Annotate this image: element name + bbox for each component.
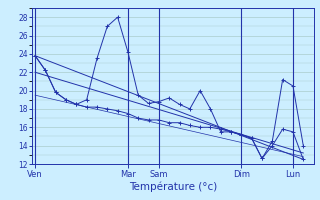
X-axis label: Température (°c): Température (°c): [129, 181, 217, 192]
